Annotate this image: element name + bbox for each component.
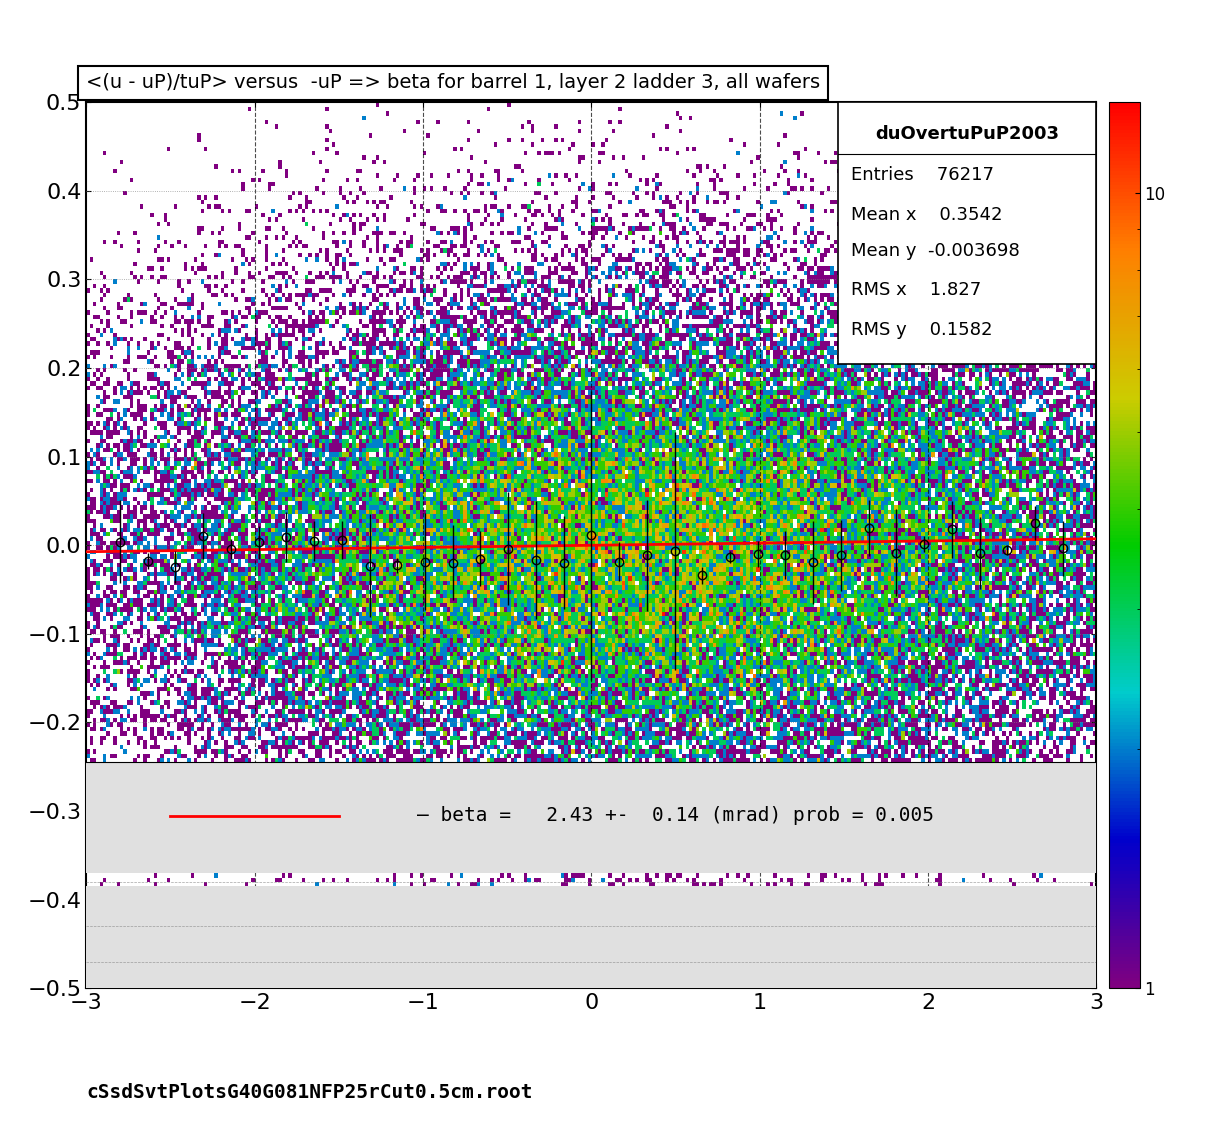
Text: — beta =   2.43 +-  0.14 (mrad) prob = 0.005: — beta = 2.43 +- 0.14 (mrad) prob = 0.00… <box>418 807 934 825</box>
Bar <box>86 762 1096 874</box>
Text: cSsdSvtPlotsG40G081NFP25rCut0.5cm.root: cSsdSvtPlotsG40G081NFP25rCut0.5cm.root <box>86 1083 532 1102</box>
Bar <box>86 886 1096 988</box>
Text: Mean y  -0.003698: Mean y -0.003698 <box>851 242 1019 260</box>
Text: <(u - uP)/tuP> versus  -uP => beta for barrel 1, layer 2 ladder 3, all wafers: <(u - uP)/tuP> versus -uP => beta for ba… <box>86 74 821 92</box>
Text: RMS y    0.1582: RMS y 0.1582 <box>851 320 992 339</box>
Text: Entries    76217: Entries 76217 <box>851 166 994 184</box>
Text: RMS x    1.827: RMS x 1.827 <box>851 282 981 300</box>
Text: Mean x    0.3542: Mean x 0.3542 <box>851 206 1002 224</box>
Text: duOvertuPuP2003: duOvertuPuP2003 <box>875 125 1060 143</box>
